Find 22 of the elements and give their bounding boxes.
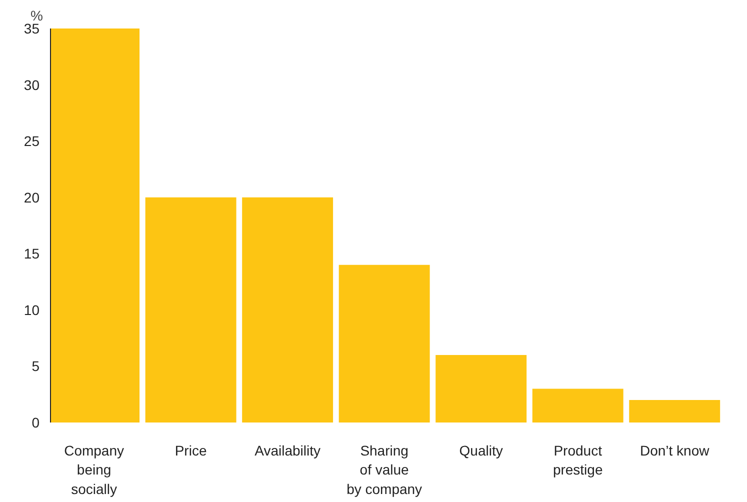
- bar: [629, 400, 720, 422]
- y-tick-label: 0: [32, 414, 40, 430]
- x-tick-label: Don’t know: [640, 442, 710, 458]
- x-tick-label: Price: [174, 442, 207, 458]
- y-tick-label: 25: [24, 133, 40, 150]
- y-axis-title: %: [30, 8, 43, 24]
- y-tick-label: 20: [24, 189, 40, 206]
- y-tick-label: 15: [24, 246, 40, 262]
- x-tick-label: Quality: [459, 442, 503, 458]
- bar: [145, 197, 236, 422]
- x-tick-label: Company being socially: [64, 442, 124, 497]
- bar: [532, 388, 624, 422]
- bar: [242, 197, 334, 422]
- y-tick-label: 5: [32, 358, 40, 374]
- x-tick-label: Availability: [254, 442, 321, 458]
- y-tick-label: 35: [24, 20, 40, 36]
- x-tick-label: Product prestige: [552, 442, 603, 478]
- y-tick-label: 10: [24, 302, 40, 318]
- bar: [338, 264, 430, 422]
- y-tick-label: 30: [24, 76, 40, 93]
- bar: [436, 354, 527, 422]
- x-tick-label: Sharing of value by company: [346, 442, 422, 497]
